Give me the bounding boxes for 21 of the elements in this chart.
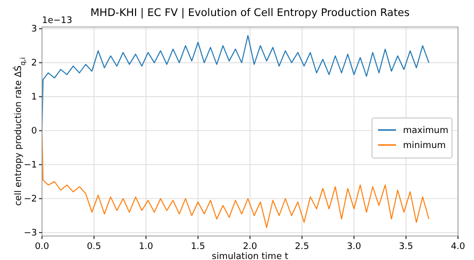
chart-title: MHD-KHI | EC FV | Evolution of Cell Entropy Production Rates bbox=[90, 7, 410, 19]
y-tick-label: −1 bbox=[24, 160, 37, 171]
x-tick-label: 1.5 bbox=[190, 242, 206, 252]
text: 1e−13 bbox=[42, 16, 72, 26]
y-tick-label: 3 bbox=[31, 24, 37, 35]
x-tick-label: 2.5 bbox=[294, 242, 310, 252]
x-tick-label: 0.5 bbox=[86, 242, 102, 252]
x-tick-label: 2.0 bbox=[242, 242, 258, 252]
y-tick-label: −3 bbox=[24, 228, 37, 239]
y-tick-label: 1 bbox=[31, 92, 37, 103]
x-tick-label: 1.0 bbox=[138, 242, 154, 252]
x-tick-label: 4.0 bbox=[450, 242, 466, 252]
y-tick-label: −2 bbox=[24, 194, 37, 205]
x-tick-label: 0.0 bbox=[34, 242, 50, 252]
y-tick-label: 0 bbox=[31, 126, 38, 137]
legend-label: maximum bbox=[403, 126, 448, 136]
y-tick-label: 2 bbox=[31, 58, 37, 69]
x-tick-label: 3.5 bbox=[398, 242, 414, 252]
x-axis-title: simulation time t bbox=[212, 252, 289, 260]
legend-label: minimum bbox=[403, 141, 446, 151]
x-tick-label: 3.0 bbox=[346, 242, 362, 252]
